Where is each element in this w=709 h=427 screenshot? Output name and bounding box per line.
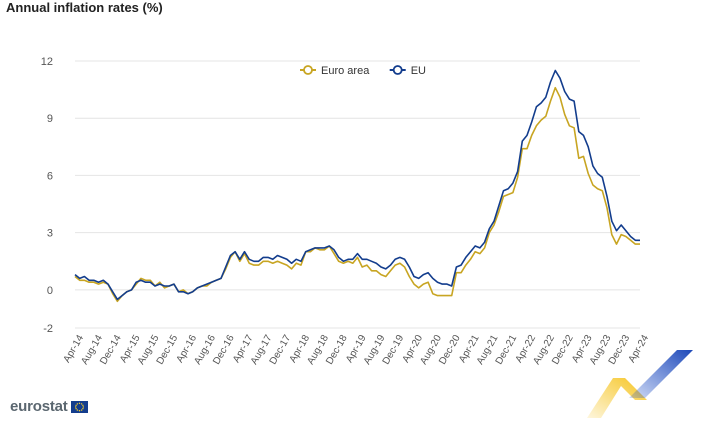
series-line-euro-area: [74, 86, 640, 303]
eu-flag-icon: [70, 400, 88, 413]
eurostat-logo: eurostat: [10, 398, 88, 415]
brand-name: eurostat: [10, 398, 68, 415]
y-tick-label: 9: [47, 113, 53, 125]
y-tick-label: 12: [41, 56, 53, 68]
series-line-eu: [74, 69, 640, 301]
legend-label: EU: [411, 65, 426, 77]
y-tick-label: -2: [43, 323, 53, 335]
y-tick-label: 3: [47, 228, 53, 240]
chart-title: Annual inflation rates (%): [6, 0, 163, 15]
y-tick-label: 6: [47, 170, 53, 182]
legend-label: Euro area: [321, 65, 370, 77]
legend-marker: [392, 65, 403, 75]
y-tick-label: 0: [47, 285, 53, 297]
decorative-swoosh-icon: [587, 350, 693, 418]
legend-marker: [303, 65, 313, 75]
